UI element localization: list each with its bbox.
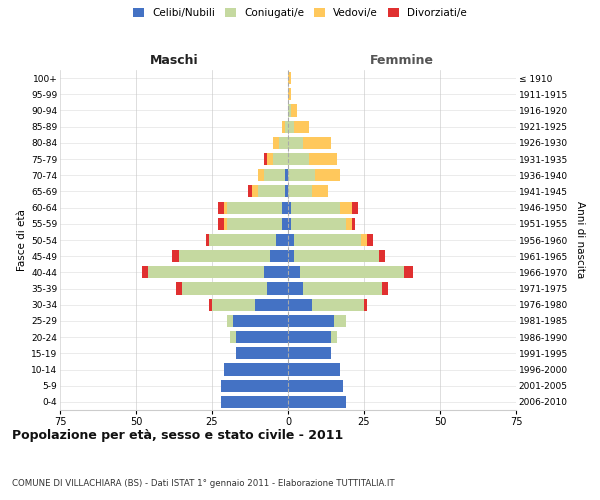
Bar: [288, 88, 291, 101]
Bar: [282, 202, 288, 213]
Bar: [382, 282, 388, 294]
Bar: [288, 104, 291, 117]
Y-axis label: Fasce di età: Fasce di età: [17, 209, 27, 271]
Bar: [179, 250, 270, 262]
Bar: [288, 169, 316, 181]
Bar: [254, 298, 288, 311]
Bar: [294, 234, 361, 246]
Bar: [267, 153, 273, 165]
Bar: [367, 234, 373, 246]
Bar: [346, 218, 352, 230]
Bar: [221, 396, 288, 408]
Bar: [288, 153, 309, 165]
Bar: [309, 153, 337, 165]
Bar: [236, 331, 288, 343]
Bar: [313, 186, 328, 198]
Bar: [303, 137, 331, 149]
Legend: Celibi/Nubili, Coniugati/e, Vedovi/e, Divorziati/e: Celibi/Nubili, Coniugati/e, Vedovi/e, Di…: [130, 5, 470, 21]
Bar: [288, 218, 291, 230]
Bar: [227, 315, 233, 327]
Bar: [142, 266, 148, 278]
Bar: [263, 153, 267, 165]
Bar: [288, 282, 303, 294]
Bar: [291, 218, 346, 230]
Bar: [209, 298, 212, 311]
Y-axis label: Anni di nascita: Anni di nascita: [575, 202, 584, 278]
Bar: [288, 364, 340, 376]
Bar: [221, 380, 288, 392]
Bar: [224, 202, 227, 213]
Bar: [224, 364, 288, 376]
Bar: [270, 250, 288, 262]
Bar: [209, 234, 276, 246]
Bar: [285, 169, 288, 181]
Bar: [233, 315, 288, 327]
Bar: [227, 202, 282, 213]
Bar: [212, 298, 254, 311]
Bar: [285, 120, 288, 132]
Bar: [224, 218, 227, 230]
Text: Popolazione per età, sesso e stato civile - 2011: Popolazione per età, sesso e stato civil…: [12, 430, 343, 442]
Text: Maschi: Maschi: [149, 54, 199, 67]
Bar: [294, 120, 309, 132]
Bar: [263, 266, 288, 278]
Bar: [236, 348, 288, 360]
Bar: [379, 250, 385, 262]
Bar: [218, 218, 224, 230]
Bar: [352, 218, 355, 230]
Bar: [218, 202, 224, 213]
Bar: [288, 234, 294, 246]
Bar: [288, 380, 343, 392]
Bar: [273, 137, 279, 149]
Bar: [206, 234, 209, 246]
Bar: [267, 282, 288, 294]
Bar: [340, 202, 352, 213]
Bar: [176, 282, 182, 294]
Bar: [288, 331, 331, 343]
Bar: [288, 72, 291, 84]
Bar: [291, 202, 340, 213]
Bar: [282, 218, 288, 230]
Bar: [294, 250, 379, 262]
Bar: [404, 266, 413, 278]
Bar: [334, 315, 346, 327]
Bar: [316, 169, 340, 181]
Bar: [288, 348, 331, 360]
Bar: [248, 186, 251, 198]
Text: Femmine: Femmine: [370, 54, 434, 67]
Bar: [172, 250, 179, 262]
Bar: [288, 137, 303, 149]
Bar: [288, 120, 294, 132]
Bar: [148, 266, 263, 278]
Bar: [288, 266, 300, 278]
Bar: [288, 315, 334, 327]
Bar: [257, 169, 263, 181]
Bar: [361, 234, 367, 246]
Bar: [276, 234, 288, 246]
Bar: [288, 298, 313, 311]
Bar: [227, 218, 282, 230]
Bar: [303, 282, 382, 294]
Bar: [300, 266, 404, 278]
Bar: [291, 104, 297, 117]
Bar: [251, 186, 257, 198]
Bar: [288, 186, 313, 198]
Bar: [282, 120, 285, 132]
Text: COMUNE DI VILLACHIARA (BS) - Dati ISTAT 1° gennaio 2011 - Elaborazione TUTTITALI: COMUNE DI VILLACHIARA (BS) - Dati ISTAT …: [12, 478, 395, 488]
Bar: [288, 250, 294, 262]
Bar: [273, 153, 288, 165]
Bar: [352, 202, 358, 213]
Bar: [364, 298, 367, 311]
Bar: [285, 186, 288, 198]
Bar: [230, 331, 236, 343]
Bar: [288, 396, 346, 408]
Bar: [313, 298, 364, 311]
Bar: [279, 137, 288, 149]
Bar: [257, 186, 285, 198]
Bar: [182, 282, 267, 294]
Bar: [331, 331, 337, 343]
Bar: [288, 202, 291, 213]
Bar: [263, 169, 285, 181]
